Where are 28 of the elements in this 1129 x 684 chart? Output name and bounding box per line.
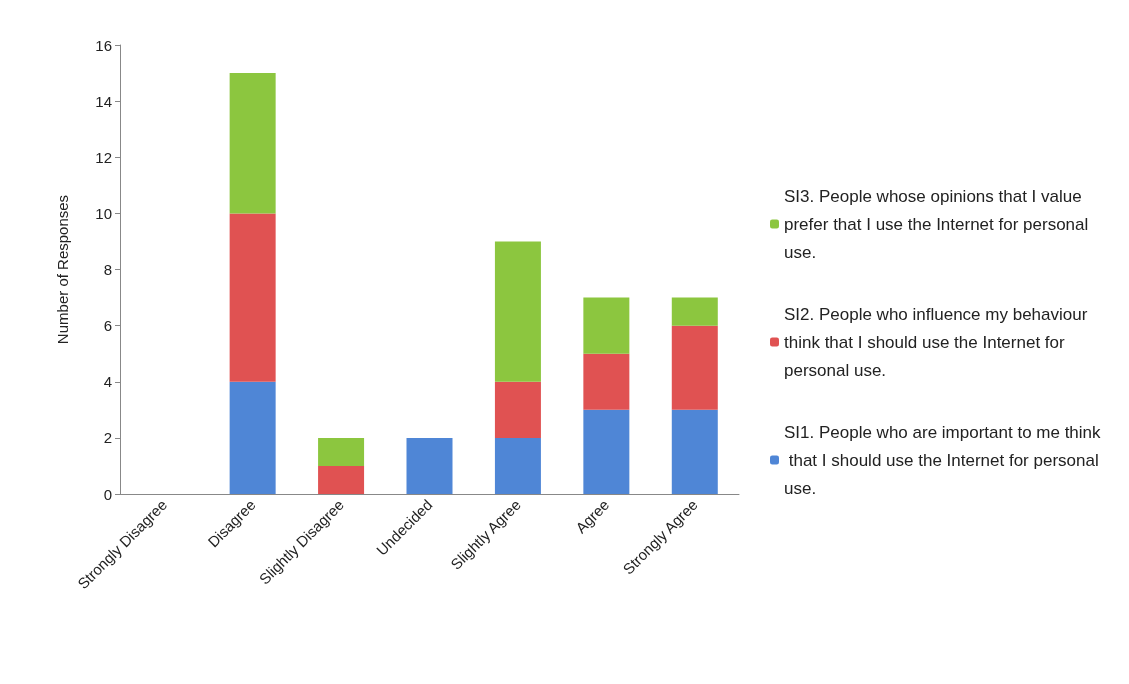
bar [318, 437, 365, 466]
bar [494, 241, 541, 382]
y-tick-label: 14 [95, 92, 112, 110]
y-tick-label: 10 [95, 204, 112, 222]
y-axis-title: Number of Responses [54, 194, 71, 345]
bar [494, 381, 541, 438]
legend-label: SI3. People whose opinions that I value prefer that I use the Internet for personal use. [784, 186, 1094, 262]
y-tick-label: 0 [103, 485, 112, 503]
bar [583, 409, 630, 494]
y-tick-label: 2 [103, 429, 112, 447]
bar [406, 437, 453, 494]
bar [671, 297, 718, 326]
bar [229, 381, 276, 494]
bar [318, 465, 365, 494]
bar [494, 437, 541, 494]
legend-label: SI2. People who influence my behaviour think that I should use the Internet for personal use. [784, 304, 1093, 380]
y-tick-label: 12 [95, 148, 112, 166]
bar [671, 409, 718, 494]
y-tick-label: 4 [103, 373, 112, 391]
bar [229, 213, 276, 382]
bar [583, 353, 630, 410]
bar [671, 325, 718, 410]
y-tick-label: 6 [103, 317, 112, 335]
bar [229, 73, 276, 214]
legend-label: SI1. People who are important to me think that I should use the Internet for personal use. [784, 422, 1104, 498]
y-tick-label: 8 [103, 261, 112, 278]
bar [583, 297, 630, 354]
y-tick-label: 16 [95, 36, 112, 54]
